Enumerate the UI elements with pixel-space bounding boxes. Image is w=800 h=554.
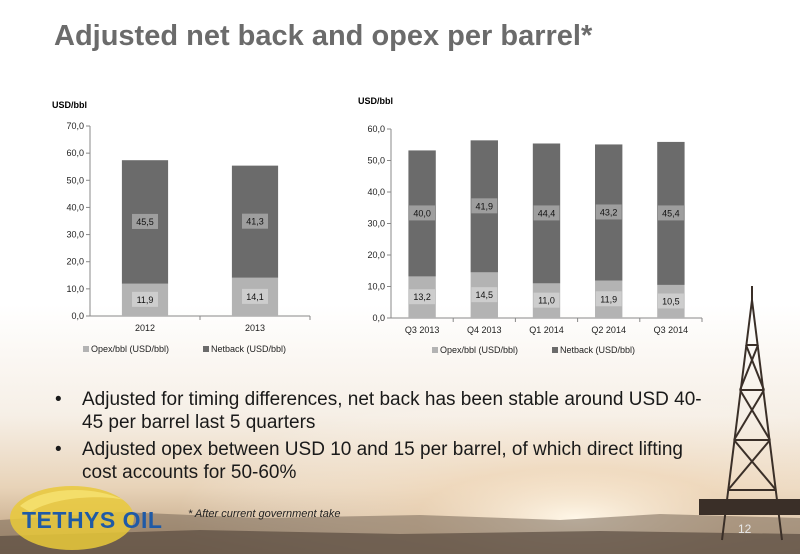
y-tick-label: 10,0 [66, 284, 84, 294]
data-label-bg [471, 198, 498, 214]
data-label-bg [132, 213, 158, 229]
data-label: 10,5 [662, 296, 680, 306]
x-tick-label: Q4 2013 [467, 325, 502, 335]
data-label: 14,5 [476, 290, 494, 300]
data-label-bg [595, 204, 622, 220]
bar-netback [532, 143, 561, 284]
data-label-bg [471, 287, 498, 303]
data-label: 11,9 [137, 295, 154, 305]
data-label-bg [409, 205, 436, 221]
bullet-text: Adjusted opex between USD 10 and 15 per … [82, 439, 683, 483]
x-tick-label: 2013 [245, 323, 265, 333]
y-tick-label: 60,0 [367, 124, 385, 134]
data-label-bg [657, 293, 684, 309]
legend-swatch [432, 347, 438, 353]
y-tick-label: 60,0 [66, 148, 84, 158]
bar-opex [408, 276, 436, 318]
y-tick-label: 70,0 [66, 121, 84, 131]
bar-opex [532, 283, 561, 318]
bullet-list: • Adjusted for timing differences, net b… [55, 388, 715, 488]
data-label: 45,4 [662, 208, 680, 218]
y-tick-label: 50,0 [367, 156, 385, 166]
data-label-bg [409, 289, 436, 305]
oil-rig-icon [699, 286, 800, 541]
data-label: 14,1 [246, 292, 264, 302]
bar-opex [470, 272, 498, 318]
data-label-bg [657, 205, 684, 221]
legend-swatch [203, 346, 209, 352]
data-label-bg [595, 291, 622, 307]
y-tick-label: 40,0 [367, 187, 385, 197]
y-tick-label: 30,0 [66, 230, 84, 240]
x-tick-label: Q3 2014 [654, 325, 689, 335]
data-label: 43,2 [600, 207, 618, 217]
data-label-bg [242, 213, 268, 229]
bar-opex [657, 284, 685, 318]
y-tick-label: 20,0 [66, 257, 84, 267]
legend-swatch [552, 347, 558, 353]
y-axis-label: USD/bbl [52, 100, 87, 110]
data-label: 11,9 [600, 294, 617, 304]
page-title: Adjusted net back and opex per barrel* [54, 20, 593, 52]
y-tick-label: 20,0 [367, 250, 385, 260]
y-tick-label: 40,0 [66, 202, 84, 212]
x-tick-label: 2012 [135, 323, 155, 333]
data-label: 41,3 [246, 217, 264, 227]
bar-netback [470, 140, 498, 273]
bar-opex [121, 283, 169, 316]
y-tick-label: 0,0 [372, 313, 385, 323]
chart-quarterly: USD/bbl 0,0 10,0 20,0 30,0 40,0 50,0 60,0 13,2 40… [358, 96, 703, 355]
data-label: 45,5 [136, 217, 154, 227]
logo-globe-icon [10, 486, 134, 550]
data-label: 41,9 [476, 201, 494, 211]
x-tick-label: Q2 2014 [591, 325, 626, 335]
data-label: 44,4 [538, 208, 556, 218]
bullet-marker: • [55, 439, 62, 460]
bar-netback [657, 141, 685, 285]
legend-entry: Netback (USD/bbl) [560, 345, 635, 355]
page-number: 12 [738, 522, 752, 536]
y-tick-label: 10,0 [367, 282, 385, 292]
bar-netback [231, 165, 279, 278]
bullet-item: • Adjusted for timing differences, net b… [55, 388, 715, 434]
legend-entry: Opex/bbl (USD/bbl) [91, 344, 169, 354]
legend-entry: Opex/bbl (USD/bbl) [440, 345, 518, 355]
legend-entry: Netback (USD/bbl) [211, 344, 286, 354]
data-label: 11,0 [538, 296, 555, 306]
y-axis-label: USD/bbl [358, 96, 393, 106]
chart-annual: USD/bbl 0,0 10,0 20,0 30,0 40,0 50,0 60,0 70,0 11… [52, 100, 311, 354]
footnote: * After current government take [188, 508, 341, 520]
data-label-bg [242, 288, 268, 304]
data-label-bg [533, 292, 560, 308]
x-tick-label: Q1 2014 [529, 325, 564, 335]
bar-netback [121, 160, 169, 284]
x-tick-label: Q3 2013 [405, 325, 440, 335]
bullet-item: • Adjusted opex between USD 10 and 15 pe… [55, 438, 715, 484]
y-tick-label: 0,0 [71, 311, 84, 321]
y-tick-label: 50,0 [66, 175, 84, 185]
data-label: 13,2 [413, 292, 431, 302]
legend-swatch [83, 346, 89, 352]
data-label-bg [132, 291, 158, 307]
y-tick-label: 30,0 [367, 219, 385, 229]
data-label: 40,0 [413, 208, 431, 218]
data-label-bg [533, 205, 560, 221]
company-logo: TETHYS OIL [22, 507, 163, 533]
bullet-marker: • [55, 389, 62, 410]
bar-opex [595, 280, 623, 318]
bullet-text: Adjusted for timing differences, net bac… [82, 389, 702, 433]
bar-netback [595, 144, 623, 281]
bar-opex [231, 277, 279, 316]
bar-netback [408, 150, 436, 277]
